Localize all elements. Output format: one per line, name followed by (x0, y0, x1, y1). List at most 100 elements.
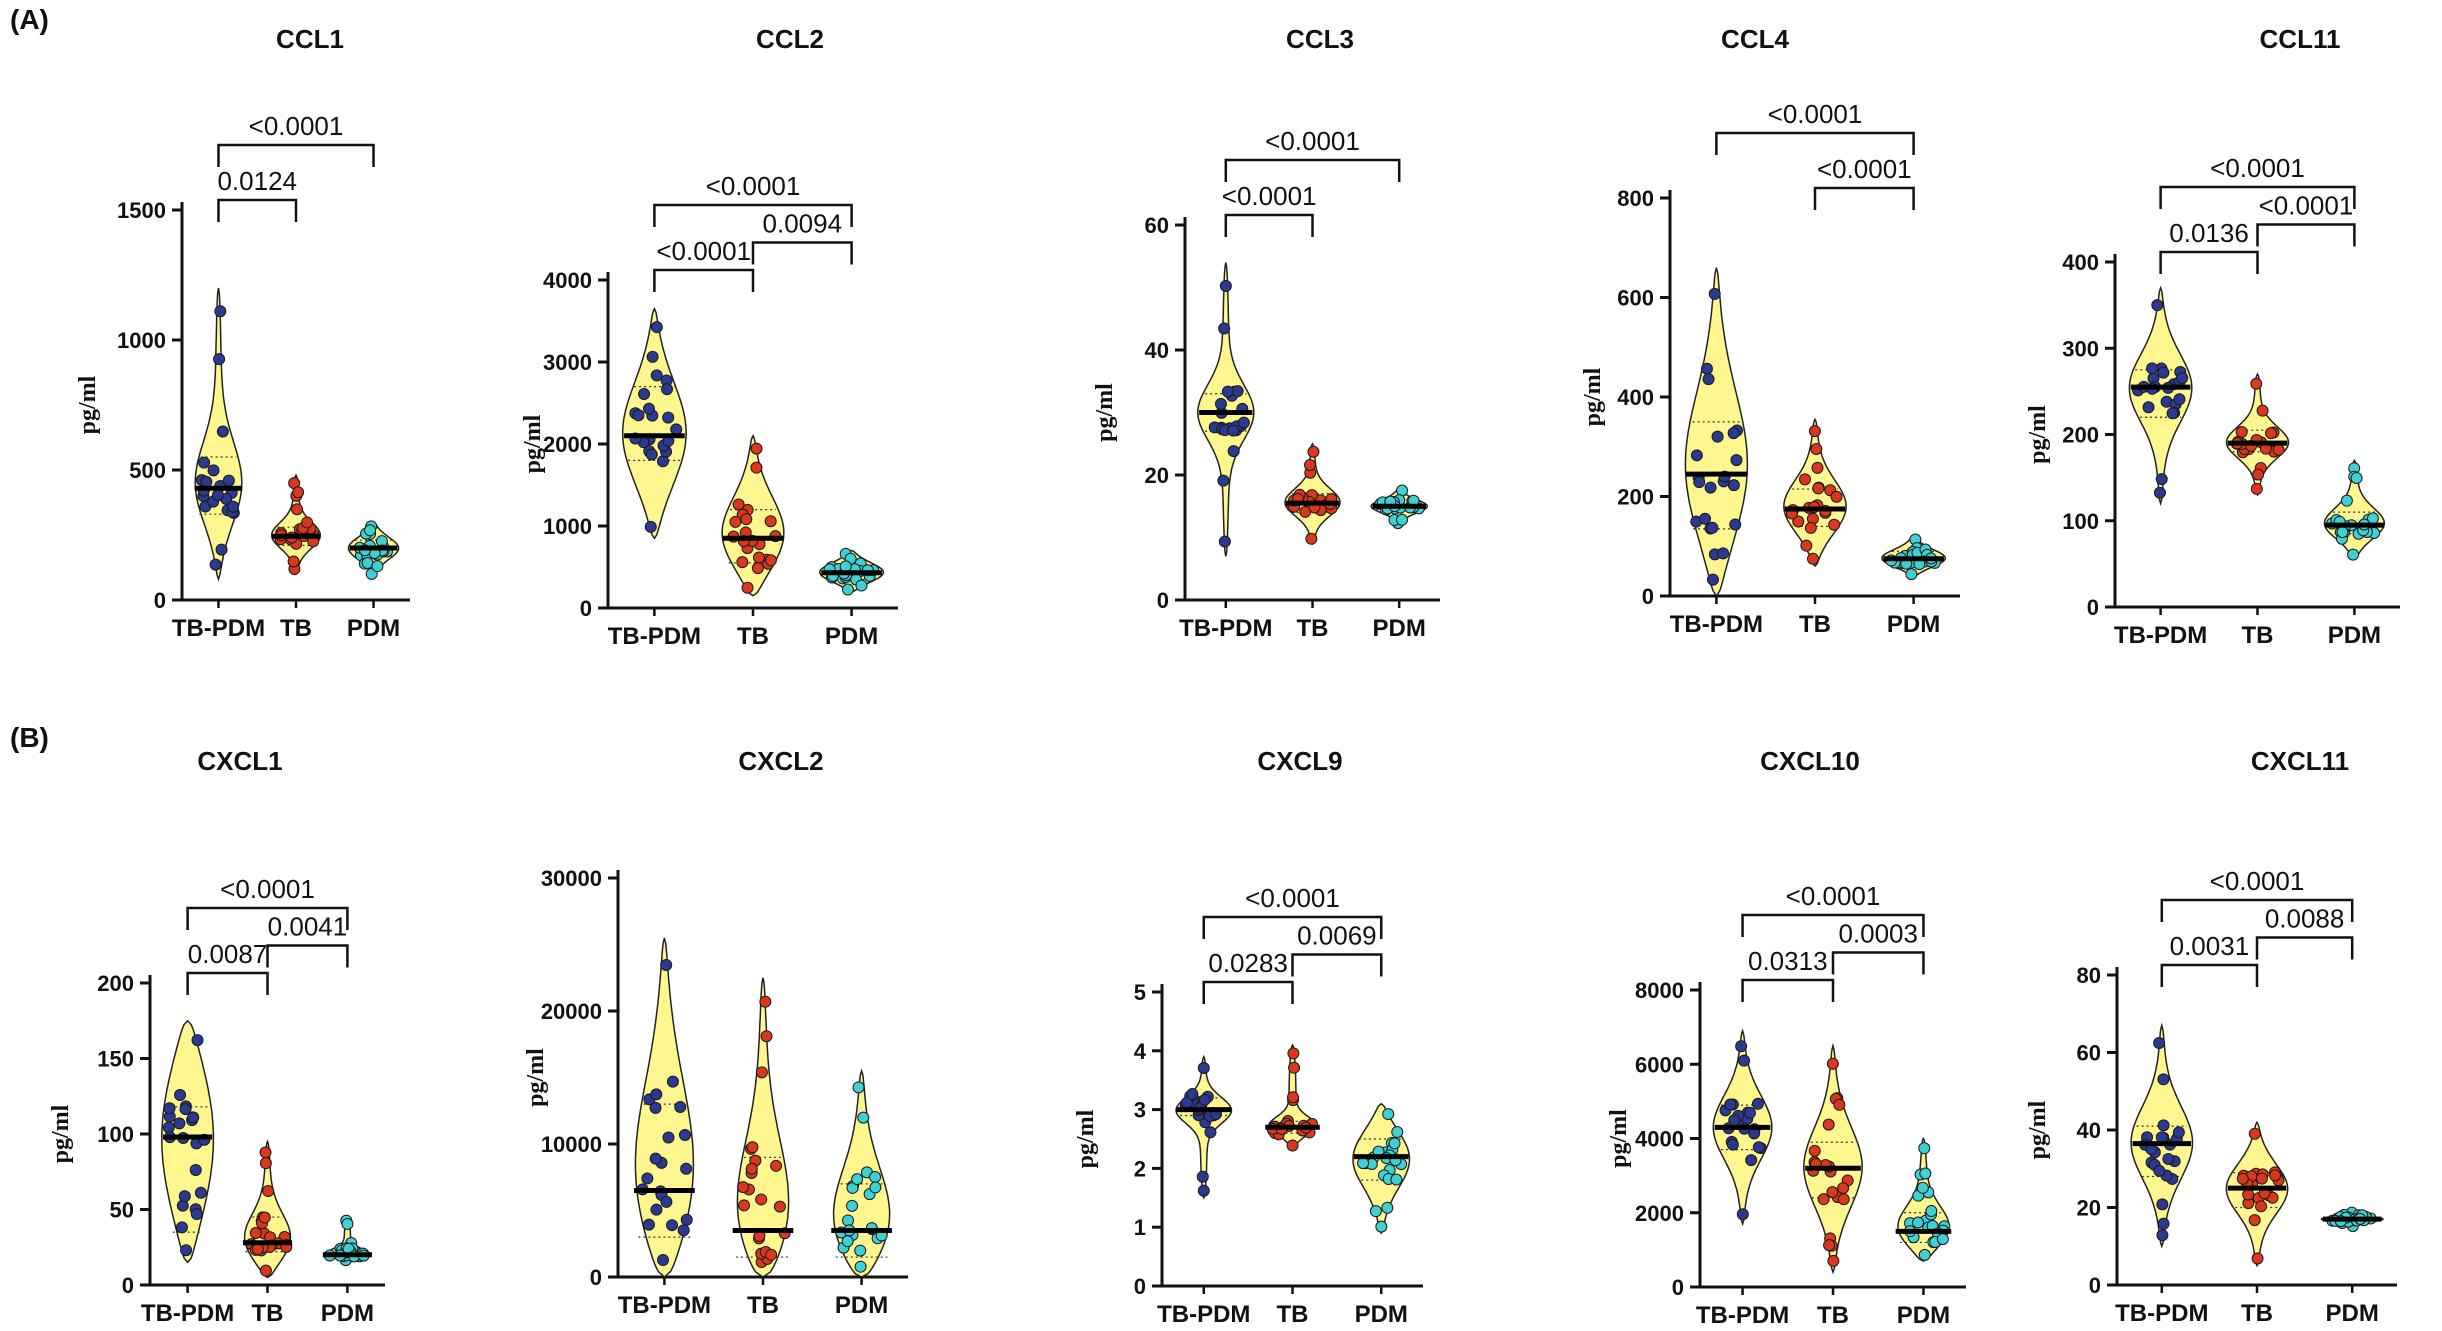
data-point (1727, 427, 1740, 440)
data-point (1699, 512, 1712, 525)
data-point (2157, 1119, 2170, 1132)
data-point (660, 958, 673, 971)
data-point (1751, 1097, 1764, 1110)
data-point (1925, 1205, 1938, 1218)
data-point (841, 583, 854, 596)
x-tick-label: TB-PDM (2114, 622, 2207, 649)
chart-title: CCL2 (756, 24, 824, 54)
p-value-label: <0.0001 (2259, 191, 2354, 221)
x-tick-label: PDM (1373, 615, 1426, 642)
y-tick-label: 6000 (1635, 1052, 1684, 1077)
data-point (746, 1141, 759, 1154)
p-value-label: 0.0313 (1748, 946, 1828, 976)
y-axis-label: pg/ml (75, 375, 101, 434)
data-point (1288, 1061, 1301, 1074)
y-tick-label: 400 (2062, 250, 2099, 275)
data-point (287, 555, 300, 568)
x-tick-label: PDM (347, 615, 400, 642)
data-point (1706, 573, 1719, 586)
y-tick-label: 30000 (541, 866, 602, 891)
data-point (1823, 1239, 1836, 1252)
data-point (1700, 362, 1713, 375)
significance-bracket (1741, 913, 1925, 937)
data-point (649, 1152, 662, 1165)
data-point (661, 383, 674, 396)
y-tick-label: 0 (1672, 1275, 1684, 1300)
y-tick-label: 100 (97, 1122, 134, 1147)
y-tick-label: 60 (1145, 213, 1169, 238)
y-tick-label: 60 (2077, 1041, 2101, 1066)
violin-tb-pdm (2128, 285, 2193, 507)
data-point (638, 387, 651, 400)
data-point (666, 1219, 679, 1232)
data-point (1918, 1248, 1931, 1261)
significance-bracket (1224, 158, 1401, 182)
data-point (678, 1128, 691, 1141)
y-tick-label: 20 (2077, 1196, 2101, 1221)
data-point (189, 1164, 202, 1177)
y-axis-label: pg/ml (48, 1104, 74, 1163)
data-point (227, 500, 240, 513)
x-tick-label: TB (280, 615, 312, 642)
data-point (1837, 1193, 1850, 1206)
data-point (1390, 1173, 1403, 1186)
y-tick-label: 200 (97, 971, 134, 996)
data-point (759, 995, 772, 1008)
data-point (2157, 1217, 2170, 1230)
data-point (1197, 1061, 1210, 1074)
data-point (2166, 407, 2179, 420)
data-point (1728, 1114, 1741, 1127)
data-point (214, 305, 227, 318)
significance-bracket (653, 268, 755, 292)
data-point (641, 1172, 654, 1185)
data-point (258, 1211, 271, 1224)
significance-bracket (2160, 898, 2354, 922)
data-point (2269, 1169, 2282, 1182)
significance-bracket (1224, 213, 1314, 237)
y-tick-label: 400 (1617, 385, 1654, 410)
data-point (1810, 443, 1823, 456)
chart-title: CCL4 (1721, 24, 1789, 54)
y-axis-label: pg/ml (1092, 383, 1118, 442)
data-point (773, 1200, 786, 1213)
y-tick-label: 0 (1157, 588, 1169, 613)
x-tick-label: TB (1277, 1301, 1309, 1328)
y-tick-label: 4 (1134, 1039, 1147, 1064)
data-point (341, 1217, 354, 1230)
data-point (1286, 1091, 1299, 1104)
data-point (750, 442, 763, 455)
chart-title: CXCL9 (1257, 746, 1342, 776)
p-value-label: 0.0136 (2169, 218, 2249, 248)
data-point (163, 1102, 176, 1115)
data-point (1724, 1098, 1737, 1111)
y-tick-label: 40 (1145, 338, 1169, 363)
y-tick-label: 4000 (1635, 1127, 1684, 1152)
y-tick-label: 600 (1617, 286, 1654, 311)
data-point (732, 498, 745, 511)
data-point (2265, 427, 2278, 440)
data-point (729, 515, 742, 528)
significance-bracket (186, 906, 349, 930)
y-axis-label: pg/ml (520, 414, 546, 473)
p-value-label: 0.0041 (268, 912, 348, 942)
y-tick-label: 300 (2062, 336, 2099, 361)
y-tick-label: 0 (122, 1273, 134, 1298)
chart-cxcl10: CXCL10 pg/ml 0 2000 4000 6000 8000 TB-PDM TB PDM 0… (1606, 746, 1966, 1329)
y-tick-label: 2000 (543, 432, 592, 457)
chart-cxcl11: CXCL11 pg/ml 0 20 40 60 80 TB-PDM TB PDM 0.0031 0.0… (2025, 746, 2397, 1327)
panel-b-label: (B) (10, 722, 49, 753)
violin-tb (721, 434, 785, 597)
data-point (173, 1117, 186, 1130)
data-point (1357, 1157, 1370, 1170)
y-axis-label: pg/ml (1073, 1109, 1099, 1168)
data-point (211, 489, 224, 502)
p-value-label: 0.0124 (217, 166, 297, 196)
significance-bracket (2159, 185, 2356, 209)
data-point (680, 1162, 693, 1175)
data-point (291, 503, 304, 516)
y-tick-label: 20000 (541, 999, 602, 1024)
significance-bracket (2256, 223, 2356, 247)
y-axis-label: pg/ml (1580, 367, 1606, 426)
p-value-label: 0.0031 (2170, 931, 2250, 961)
data-point (364, 524, 377, 537)
